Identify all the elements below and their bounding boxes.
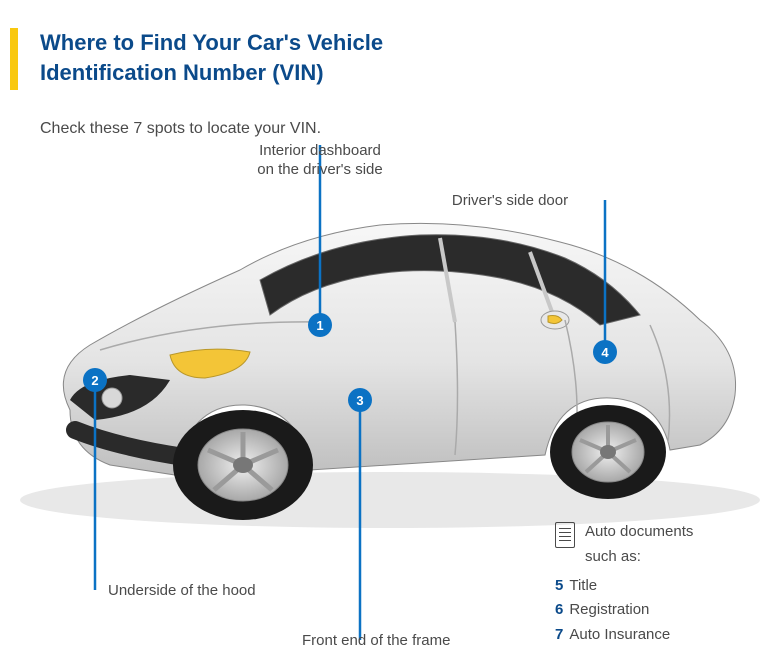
doc-item: 6Registration (555, 598, 725, 623)
rear-wheel (550, 405, 666, 499)
doc-item: 7Auto Insurance (555, 623, 725, 648)
documents-header: Auto documents such as: (585, 520, 725, 570)
callout-label-2: Underside of the hood (108, 582, 328, 601)
accent-bar (10, 28, 18, 90)
callout-marker-4: 4 (593, 340, 617, 364)
page-subtitle: Check these 7 spots to locate your VIN. (40, 120, 321, 138)
front-wheel (173, 410, 313, 520)
callout-label-3: Front end of the frame (302, 632, 542, 651)
callout-label-4: Driver's side door (410, 192, 610, 211)
callout-label-1: Interior dashboard on the driver's side (220, 142, 420, 180)
page-title: Where to Find Your Car's Vehicle Identif… (40, 28, 460, 87)
doc-item: 5Title (555, 574, 725, 599)
callout-marker-2: 2 (83, 368, 107, 392)
callout-marker-1: 1 (308, 313, 332, 337)
document-icon (555, 522, 575, 548)
documents-list: Auto documents such as: 5Title 6Registra… (555, 520, 725, 648)
callout-marker-3: 3 (348, 388, 372, 412)
